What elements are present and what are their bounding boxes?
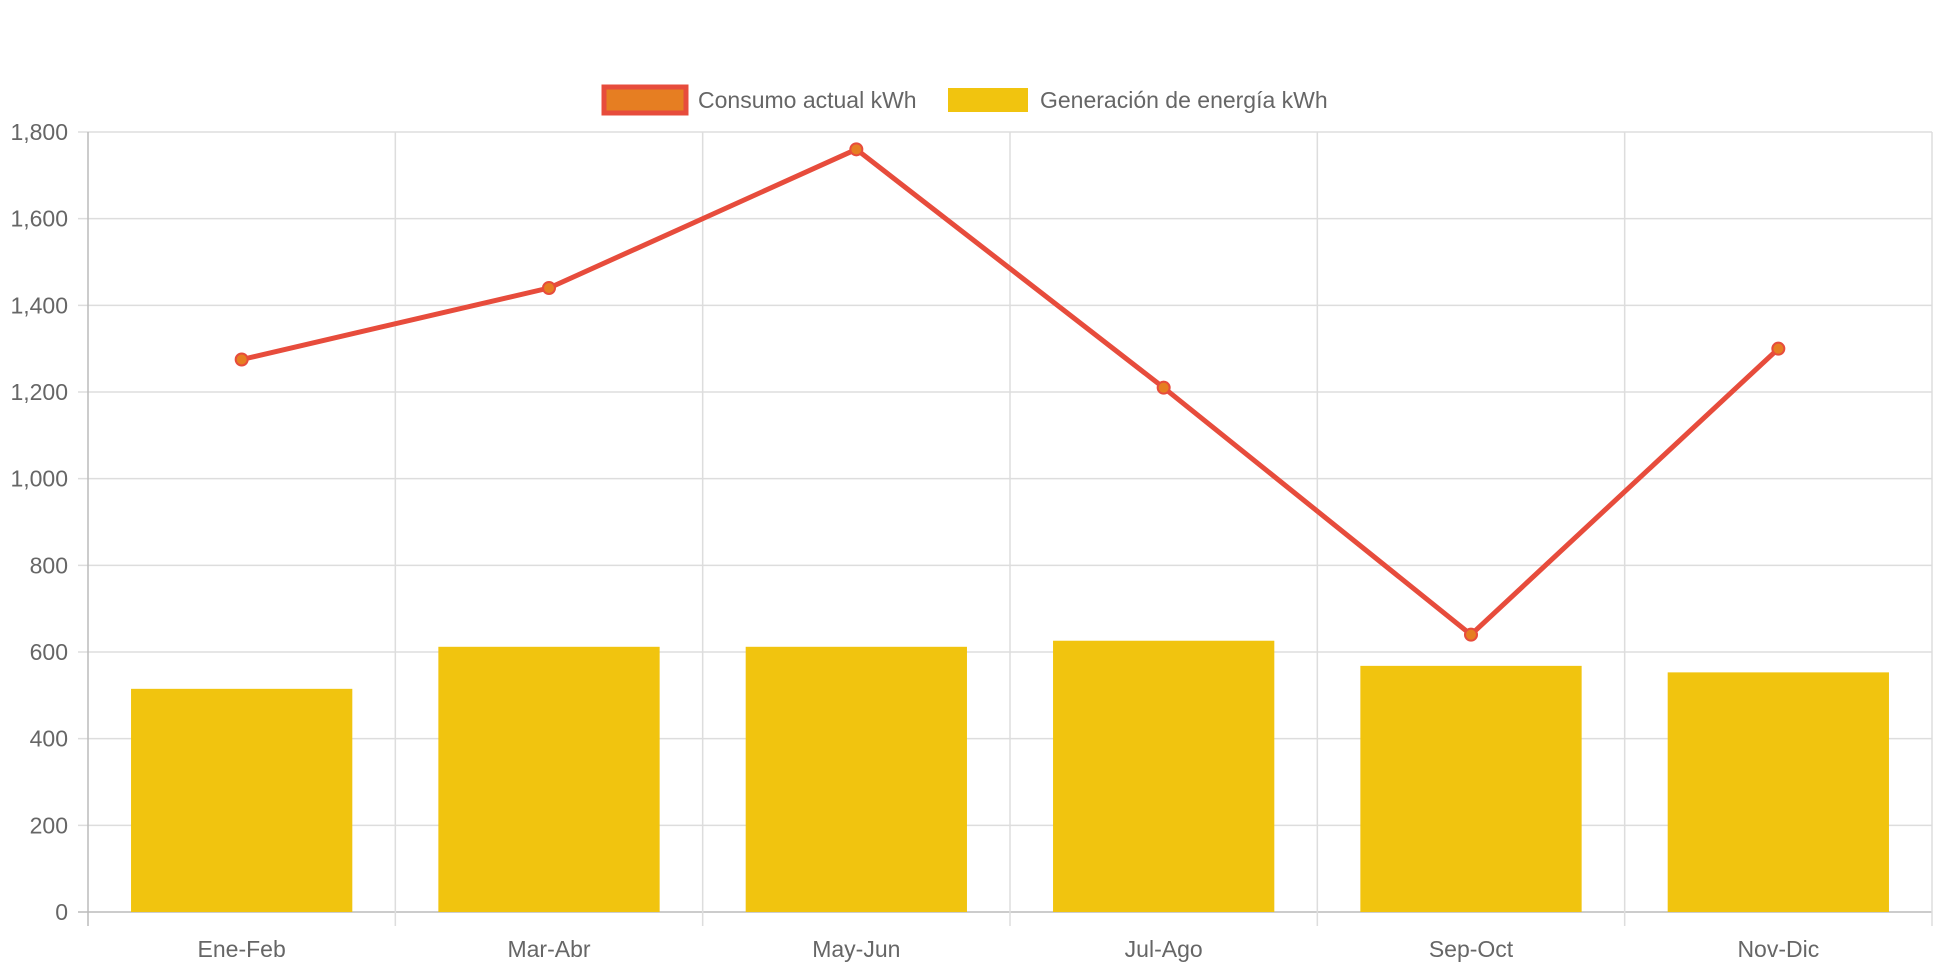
bar-generacion[interactable] xyxy=(131,688,353,912)
bar-generacion[interactable] xyxy=(1053,640,1275,912)
legend-item-consumo[interactable]: Consumo actual kWh xyxy=(601,84,917,116)
x-tick-label: Sep-Oct xyxy=(1429,936,1514,962)
y-tick-label: 1,200 xyxy=(10,379,68,405)
y-tick-label: 800 xyxy=(30,552,68,578)
y-tick-label: 1,800 xyxy=(10,119,68,145)
point-consumo[interactable] xyxy=(1771,341,1786,356)
y-tick-label: 400 xyxy=(30,726,68,752)
legend-swatch-generacion xyxy=(948,88,1028,112)
bar-generacion[interactable] xyxy=(438,646,660,912)
x-tick-label: Mar-Abr xyxy=(507,936,590,962)
x-tick-label: Nov-Dic xyxy=(1737,936,1819,962)
point-consumo[interactable] xyxy=(234,352,249,367)
point-consumo[interactable] xyxy=(542,281,556,295)
axes: 0 200 400 600 800 1,000 1,200 1,400 1,600 1,800 En… xyxy=(10,119,1819,962)
point-consumo[interactable] xyxy=(1464,627,1478,642)
y-tick-label: 1,400 xyxy=(10,292,68,318)
bar-generacion[interactable] xyxy=(1360,665,1582,912)
bar-generacion[interactable] xyxy=(745,646,967,912)
bar-series xyxy=(131,640,1889,912)
point-consumo[interactable] xyxy=(849,142,864,157)
x-tick-label: Jul-Ago xyxy=(1125,936,1203,962)
legend-label-generacion: Generación de energía kWh xyxy=(1040,87,1328,113)
y-tick-label: 1,000 xyxy=(10,466,68,492)
y-tick-label: 1,600 xyxy=(10,206,68,232)
legend-swatch-consumo xyxy=(601,84,689,116)
y-tick-label: 200 xyxy=(30,812,68,838)
legend-item-generacion[interactable]: Generación de energía kWh xyxy=(948,87,1328,113)
legend-label-consumo: Consumo actual kWh xyxy=(698,87,917,113)
grid-lines xyxy=(78,131,1933,926)
x-tick-label: May-Jun xyxy=(812,936,900,962)
y-tick-label: 0 xyxy=(55,899,68,925)
line-consumo xyxy=(241,146,1781,638)
legend[interactable]: Consumo actual kWh Generación de energía … xyxy=(601,84,1328,116)
line-series xyxy=(234,142,1786,642)
x-tick-label: Ene-Feb xyxy=(198,936,286,962)
point-consumo[interactable] xyxy=(1156,380,1171,395)
y-tick-label: 600 xyxy=(30,639,68,665)
bar-generacion[interactable] xyxy=(1667,672,1889,912)
